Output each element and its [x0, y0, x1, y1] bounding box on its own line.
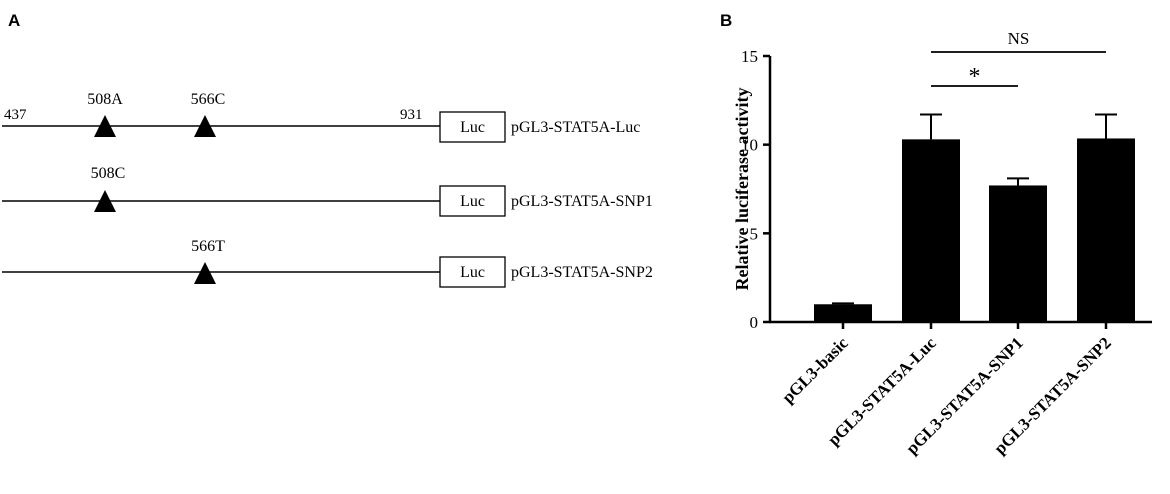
end-label: 931 — [400, 107, 423, 123]
bar — [902, 139, 960, 322]
start-label: 437 — [4, 107, 27, 123]
significance-label: * — [969, 64, 981, 90]
luc-box — [439, 185, 506, 217]
construct-name: pGL3-STAT5A-SNP2 — [511, 264, 653, 281]
panel-b-label: B — [720, 11, 732, 30]
snp-label: 508C — [91, 165, 126, 182]
snp-label: 508A — [87, 91, 123, 108]
snp-marker-icon — [94, 115, 116, 137]
significance-label: NS — [1008, 29, 1030, 48]
snp-marker-icon — [194, 262, 216, 284]
y-tick-label: 0 — [750, 313, 759, 332]
x-tick-label: pGL3-basic — [778, 333, 852, 407]
chart-marks: 051015pGL3-basicpGL3-STAT5A-LucpGL3-STAT… — [741, 29, 1135, 458]
y-tick-label: 15 — [741, 47, 758, 66]
construct-name: pGL3-STAT5A-SNP1 — [511, 193, 653, 210]
construct-row-2: 508C Luc pGL3-STAT5A-SNP1 — [2, 165, 653, 217]
y-tick-label: 5 — [750, 224, 759, 243]
y-tick-label: 10 — [741, 136, 758, 155]
bar — [989, 185, 1047, 322]
snp-marker-icon — [94, 190, 116, 212]
snp-label: 566C — [191, 91, 226, 108]
luc-label: Luc — [460, 193, 485, 210]
construct-name: pGL3-STAT5A-Luc — [511, 119, 640, 136]
bar — [814, 304, 872, 322]
construct-row-1: 437 931 508A 566C Luc pGL3-STAT5A-Luc — [2, 91, 640, 143]
luc-label: Luc — [460, 264, 485, 281]
construct-row-3: 566T Luc pGL3-STAT5A-SNP2 — [2, 238, 653, 288]
luc-box — [439, 256, 506, 288]
bar — [1077, 138, 1135, 322]
snp-marker-icon — [194, 115, 216, 137]
snp-label: 566T — [191, 238, 225, 255]
panel-a-label: A — [8, 11, 20, 30]
luc-label: Luc — [460, 119, 485, 136]
y-axis-label: Relative luciferase activity — [732, 88, 752, 291]
luc-box — [439, 111, 506, 143]
